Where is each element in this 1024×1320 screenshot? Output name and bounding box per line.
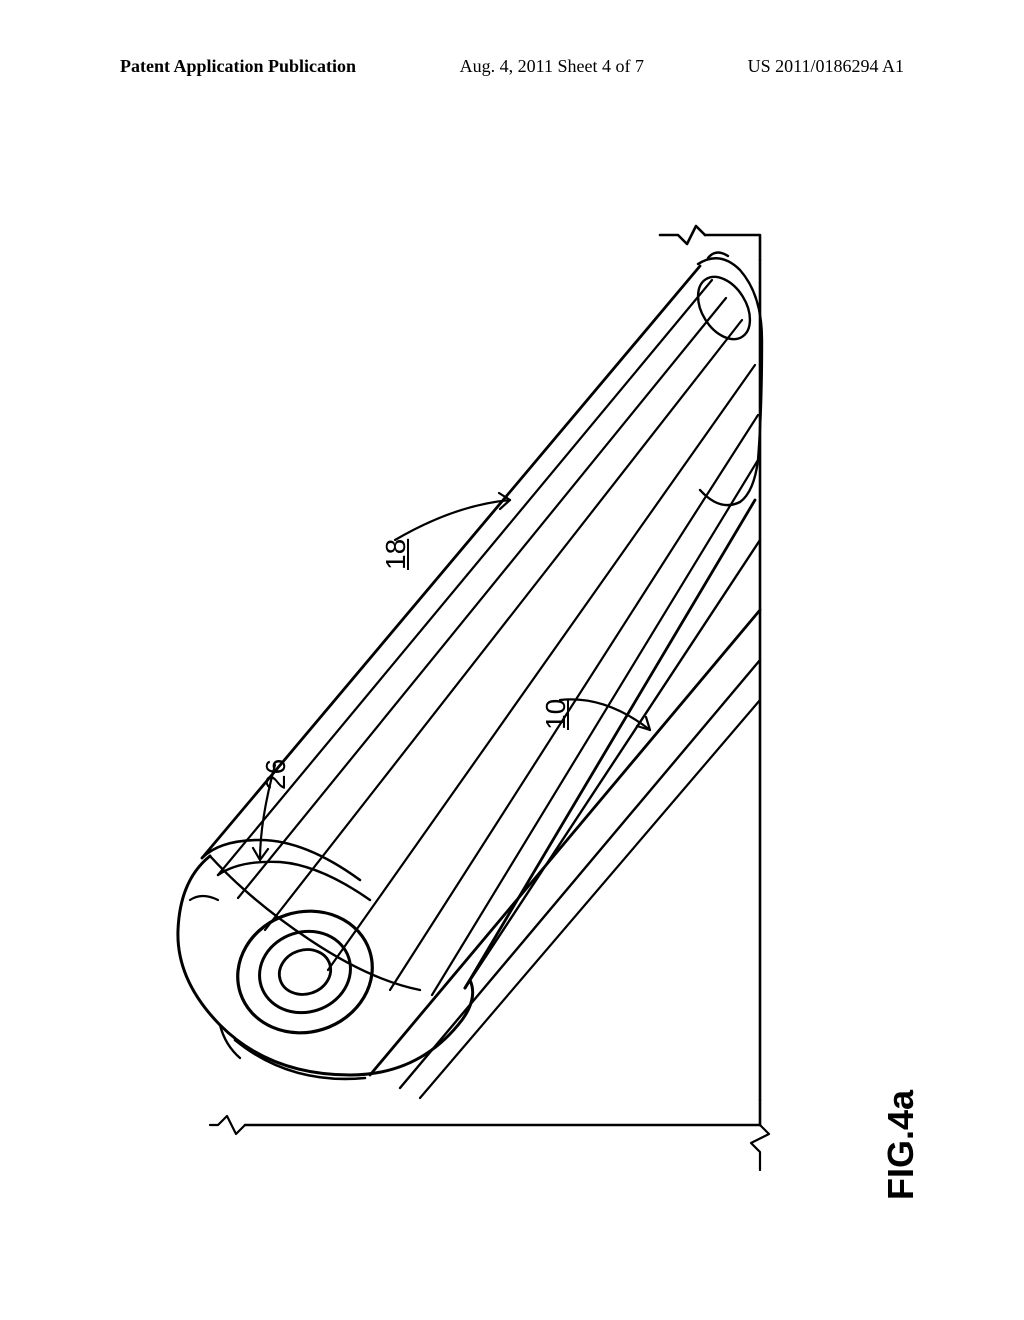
ref-label-18: 18 [380,539,412,570]
header-left: Patent Application Publication [120,56,356,77]
patent-drawing [60,140,964,1240]
figure-area: 18 26 10 FIG.4a [60,140,964,1240]
header-center: Aug. 4, 2011 Sheet 4 of 7 [460,56,644,77]
header-right: US 2011/0186294 A1 [748,56,904,77]
ref-18-num: 18 [380,539,411,570]
ref-26-num: 26 [260,759,291,790]
figure-label-text: FIG.4a [880,1090,921,1200]
ref-10-num: 10 [540,699,571,730]
ref-label-26: 26 [260,759,292,790]
figure-label: FIG.4a [880,1090,922,1200]
ref-label-10: 10 [540,699,572,730]
page-header: Patent Application Publication Aug. 4, 2… [0,56,1024,77]
